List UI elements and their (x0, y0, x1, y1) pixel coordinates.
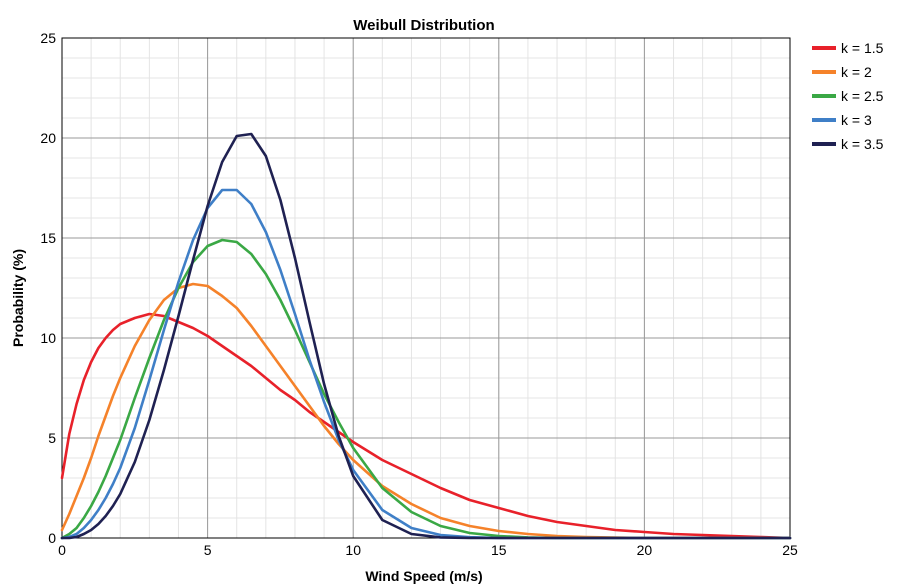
series-line-3 (60, 238, 792, 540)
chart-title: Weibull Distribution (353, 17, 494, 34)
minor-grid (62, 38, 790, 538)
series-lines (60, 132, 792, 540)
y-tick-label: 15 (40, 230, 56, 246)
legend-label-5: k = 3.5 (841, 136, 884, 152)
series-line-2 (60, 282, 792, 540)
series-line-4 (60, 188, 792, 540)
major-grid (61, 37, 791, 539)
legend-label-3: k = 2.5 (841, 88, 884, 104)
legend-label-4: k = 3 (841, 112, 872, 128)
x-tick-label: 15 (491, 542, 507, 558)
x-tick-label: 0 (58, 542, 66, 558)
x-axis-label: Wind Speed (m/s) (365, 568, 482, 584)
y-axis-label: Probability (%) (10, 249, 26, 347)
y-tick-label: 5 (48, 430, 56, 446)
x-tick-label: 5 (204, 542, 212, 558)
y-tick-label: 10 (40, 330, 56, 346)
y-tick-labels: 0 5 10 15 20 25 (40, 30, 56, 546)
series-line-5 (60, 132, 792, 540)
legend-label-2: k = 2 (841, 64, 872, 80)
series-line-1 (60, 312, 792, 540)
x-tick-label: 10 (345, 542, 361, 558)
plot-area (61, 37, 791, 539)
x-tick-labels: 0 5 10 15 20 25 (58, 542, 798, 558)
legend: k = 1.5 k = 2 k = 2.5 k = 3 k = 3.5 (812, 40, 884, 152)
x-tick-label: 25 (782, 542, 798, 558)
y-tick-label: 0 (48, 530, 56, 546)
y-tick-label: 25 (40, 30, 56, 46)
x-tick-label: 20 (637, 542, 653, 558)
y-tick-label: 20 (40, 130, 56, 146)
legend-label-1: k = 1.5 (841, 40, 884, 56)
